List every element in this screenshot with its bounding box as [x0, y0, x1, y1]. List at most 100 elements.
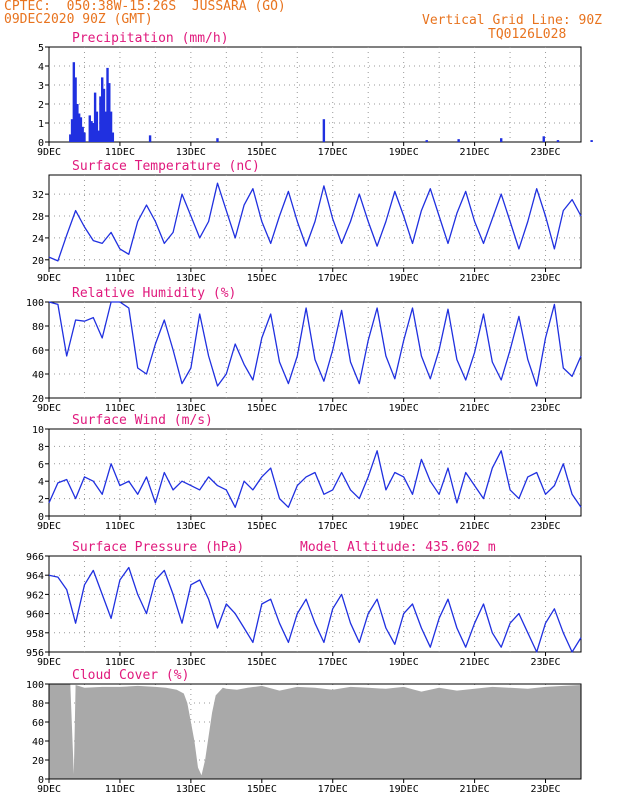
temp-xtick-label: 9DEC: [37, 273, 61, 284]
wind-xtick-label: 23DEC: [530, 521, 560, 532]
wind-ytick-label: 8: [38, 442, 44, 453]
precip-bar: [101, 77, 104, 142]
rh-panel: 20 40 60 80 100 9DEC 11DEC 13DEC 15DEC 17DEC 19DEC…: [26, 286, 582, 414]
header-grid-note: Vertical Grid Line: 90Z: [422, 13, 603, 28]
header-model: TQ0126L028: [488, 27, 567, 42]
precip-bar: [322, 119, 326, 142]
rh-ytick-label: 40: [32, 370, 44, 381]
wind-ytick-label: 2: [38, 495, 44, 506]
cloud-xtick-label: 15DEC: [247, 784, 277, 795]
rh-title: Relative Humidity (%): [72, 286, 236, 301]
wind-ytick-label: 6: [38, 460, 44, 471]
rh-xtick-label: 11DEC: [105, 403, 135, 414]
cloud-ytick-label: 80: [32, 699, 44, 710]
precip-xtick-label: 23DEC: [530, 147, 560, 158]
wind-title: Surface Wind (m/s): [72, 413, 213, 428]
precip-ytick-label: 0: [38, 138, 44, 149]
cloud-xtick-label: 17DEC: [318, 784, 348, 795]
rh-xtick-label: 9DEC: [37, 403, 61, 414]
precip-bar: [77, 113, 81, 142]
pressure-xtick-label: 11DEC: [105, 657, 135, 668]
precip-ytick-label: 2: [38, 100, 44, 111]
precip-xtick-label: 17DEC: [318, 147, 348, 158]
pressure-ytick-label: 958: [26, 629, 44, 640]
precip-bar: [70, 119, 74, 142]
temp-xtick-label: 21DEC: [460, 273, 490, 284]
wind-series-line: [48, 450, 582, 508]
precip-bar: [95, 111, 99, 142]
cloud-xtick-label: 23DEC: [530, 784, 560, 795]
precip-bar: [81, 126, 84, 142]
cloud-ytick-label: 60: [32, 718, 44, 729]
precip-bar: [457, 139, 460, 142]
rh-xtick-label: 17DEC: [318, 403, 348, 414]
precip-bar: [74, 77, 77, 142]
wind-xtick-label: 9DEC: [37, 521, 61, 532]
pressure-ytick-label: 966: [26, 552, 44, 563]
cloud-ytick-label: 100: [26, 680, 44, 691]
temp-xtick-label: 13DEC: [176, 273, 206, 284]
precip-bar: [102, 88, 106, 142]
precip-bar: [88, 115, 91, 142]
rh-ytick-label: 20: [32, 394, 44, 405]
precip-bar: [92, 123, 95, 142]
temp-ytick-label: 20: [32, 256, 44, 267]
precip-ytick-label: 3: [38, 81, 44, 92]
precip-bar: [76, 104, 79, 142]
precip-bar: [97, 130, 100, 142]
rh-xtick-label: 21DEC: [460, 403, 490, 414]
rh-ytick-label: 60: [32, 346, 44, 357]
header-date: 09DEC2020 90Z (GMT): [4, 12, 153, 27]
rh-xtick-label: 13DEC: [176, 403, 206, 414]
temp-ytick-label: 32: [32, 190, 44, 201]
rh-xtick-label: 19DEC: [389, 403, 419, 414]
header-station: CPTEC: 050:38W-15:26S JUSSARA (GO): [4, 0, 286, 14]
cloud-ytick-label: 40: [32, 737, 44, 748]
temp-series-line: [48, 182, 582, 262]
cloud-xtick-label: 9DEC: [37, 784, 61, 795]
precip-bar: [148, 135, 152, 142]
precip-bar: [72, 62, 76, 143]
precip-bar: [425, 140, 428, 142]
pressure-frame: [48, 555, 582, 653]
temp-title: Surface Temperature (nC): [72, 159, 260, 174]
precip-bar: [93, 92, 97, 142]
temp-ytick-label: 28: [32, 212, 44, 223]
wind-xtick-label: 21DEC: [460, 521, 490, 532]
pressure-xtick-label: 15DEC: [247, 657, 277, 668]
precip-bar: [106, 67, 109, 142]
precip-bar: [111, 132, 115, 142]
temp-frame: [48, 174, 582, 269]
temp-xtick-label: 19DEC: [389, 273, 419, 284]
temp-xtick-label: 17DEC: [318, 273, 348, 284]
wind-xtick-label: 19DEC: [389, 521, 419, 532]
precip-bar: [99, 96, 102, 142]
cloud-xtick-label: 11DEC: [105, 784, 135, 795]
temp-panel: 20 24 28 32 9DEC 11DEC 13DEC 15DEC 17DEC 19DEC 21D…: [32, 159, 582, 284]
pressure-xtick-label: 9DEC: [37, 657, 61, 668]
wind-ytick-label: 0: [38, 512, 44, 523]
cloud-ytick-label: 0: [38, 775, 44, 786]
cloud-ytick-label: 20: [32, 756, 44, 767]
precip-bar: [108, 83, 111, 142]
precip-bar: [69, 134, 72, 142]
precip-xtick-label: 11DEC: [105, 147, 135, 158]
precip-bar: [542, 136, 545, 142]
rh-ytick-label: 80: [32, 322, 44, 333]
precip-bar: [556, 140, 560, 142]
pressure-panel: 956 958 960 962 964 966 9DEC 11DEC 13DEC 15DEC 17D…: [26, 540, 582, 668]
cloud-panel: 0 20 40 60 80 100 9DEC 11DEC 13DEC 15DEC 17DEC 19DE…: [26, 668, 582, 795]
cloud-title: Cloud Cover (%): [72, 668, 189, 683]
rh-ytick-label: 100: [26, 298, 44, 309]
precip-title: Precipitation (mm/h): [72, 31, 229, 46]
pressure-series-line: [48, 566, 582, 653]
pressure-xtick-label: 21DEC: [460, 657, 490, 668]
rh-xtick-label: 15DEC: [247, 403, 277, 414]
rh-series-line: [48, 301, 582, 387]
precip-bar: [500, 138, 503, 142]
precip-xtick-label: 21DEC: [460, 147, 490, 158]
precip-xtick-label: 15DEC: [247, 147, 277, 158]
wind-ytick-label: 4: [38, 477, 44, 488]
wind-xtick-label: 17DEC: [318, 521, 348, 532]
